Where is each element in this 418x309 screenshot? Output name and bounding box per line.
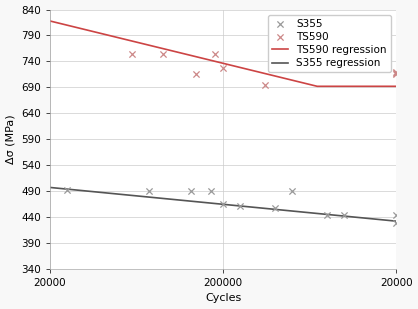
S355 (324, 213, 331, 218)
TS590 (262, 82, 268, 87)
TS590 regression (47, 19, 52, 23)
S355 (272, 205, 278, 210)
TS590 (393, 70, 400, 75)
TS590 (129, 51, 136, 56)
Y-axis label: Δσ (MPa): Δσ (MPa) (5, 114, 15, 164)
S355 (393, 221, 400, 226)
TS590 (160, 51, 166, 56)
S355 (146, 188, 153, 193)
S355 (187, 188, 194, 193)
S355 (63, 187, 70, 192)
TS590 (212, 51, 219, 56)
S355 (207, 188, 214, 193)
Line: TS590 regression: TS590 regression (50, 21, 396, 86)
TS590 (393, 69, 400, 74)
S355 (288, 188, 295, 193)
TS590 (193, 72, 199, 77)
Legend: S355, TS590, TS590 regression, S355 regression: S355, TS590, TS590 regression, S355 regr… (268, 15, 391, 73)
S355 (220, 201, 227, 206)
S355 (393, 213, 400, 218)
X-axis label: Cycles: Cycles (205, 294, 241, 303)
S355 (341, 213, 347, 218)
TS590 regression (315, 84, 320, 88)
TS590 (220, 65, 227, 70)
TS590 regression (394, 84, 399, 88)
TS590 (393, 72, 400, 77)
S355 (237, 203, 243, 208)
